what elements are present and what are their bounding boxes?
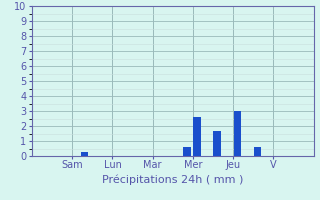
Bar bbox=[234, 111, 241, 156]
Bar bbox=[213, 130, 221, 156]
Bar bbox=[81, 152, 88, 156]
Bar bbox=[193, 117, 201, 156]
Bar bbox=[254, 147, 261, 156]
X-axis label: Précipitations 24h ( mm ): Précipitations 24h ( mm ) bbox=[102, 174, 244, 185]
Bar bbox=[183, 147, 190, 156]
